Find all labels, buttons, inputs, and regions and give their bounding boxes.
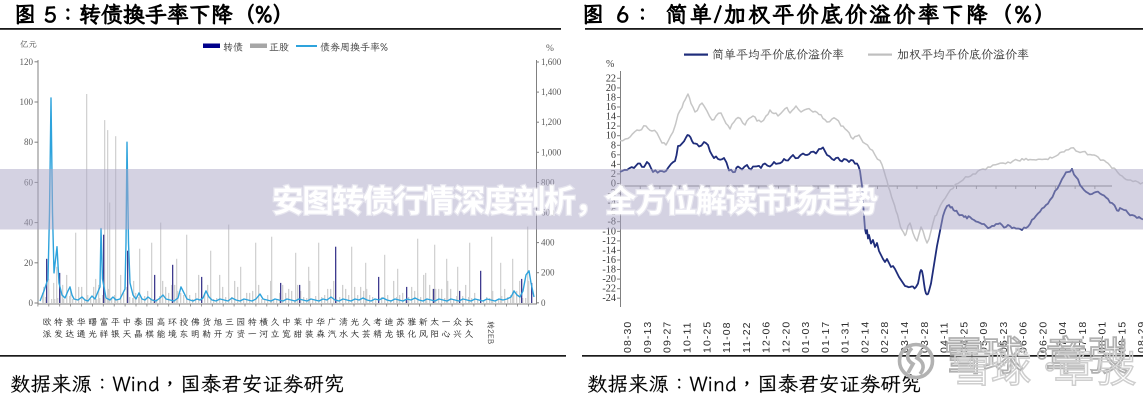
svg-text:02-28: 02-28: [879, 321, 891, 353]
svg-text:07-18: 07-18: [1077, 321, 1089, 353]
svg-text:120: 120: [20, 57, 34, 67]
svg-text:08-15: 08-15: [1117, 321, 1129, 353]
svg-text:-24: -24: [602, 293, 616, 304]
svg-text:01-03: 01-03: [800, 321, 812, 353]
svg-text:08-30: 08-30: [622, 321, 634, 353]
svg-text:4: 4: [611, 159, 616, 170]
svg-text:01-31: 01-31: [840, 321, 852, 353]
svg-text:-10: -10: [602, 226, 616, 237]
svg-text:8: 8: [611, 140, 616, 151]
svg-text:-18: -18: [602, 265, 616, 276]
svg-text:80: 80: [24, 137, 34, 147]
svg-text:09-27: 09-27: [662, 321, 674, 353]
svg-text:11-22: 11-22: [741, 321, 753, 353]
svg-text:-14: -14: [602, 245, 616, 256]
svg-text:-16: -16: [602, 255, 616, 266]
svg-text:1,400: 1,400: [541, 87, 562, 97]
svg-text:20: 20: [24, 258, 34, 268]
svg-text:14: 14: [606, 112, 616, 123]
svg-text:100: 100: [20, 97, 34, 107]
svg-text:%: %: [546, 44, 554, 54]
svg-text:20: 20: [606, 83, 616, 94]
svg-text:1,200: 1,200: [541, 117, 562, 127]
svg-text:%: %: [606, 59, 614, 70]
svg-text:-20: -20: [602, 274, 616, 285]
svg-text:05-23: 05-23: [998, 321, 1010, 353]
svg-text:08-29: 08-29: [1136, 321, 1143, 353]
svg-text:02-14: 02-14: [859, 321, 871, 353]
svg-text:6: 6: [611, 150, 616, 161]
svg-text:12-20: 12-20: [780, 321, 792, 353]
svg-text:11-08: 11-08: [721, 321, 733, 353]
svg-text:0: 0: [541, 298, 546, 308]
svg-text:-22: -22: [602, 284, 616, 295]
svg-text:-12: -12: [602, 236, 616, 247]
svg-text:18: 18: [606, 93, 616, 104]
svg-text:09-13: 09-13: [642, 321, 654, 353]
svg-text:10-25: 10-25: [701, 321, 713, 353]
svg-text:10: 10: [606, 131, 616, 142]
svg-text:12: 12: [606, 121, 616, 132]
svg-text:10-11: 10-11: [682, 321, 694, 353]
svg-text:01-17: 01-17: [820, 321, 832, 353]
svg-text:05-09: 05-09: [978, 321, 990, 353]
svg-text:0: 0: [29, 298, 34, 308]
svg-text:400: 400: [541, 238, 555, 248]
svg-text:200: 200: [541, 268, 555, 278]
svg-text:16: 16: [606, 102, 616, 113]
svg-text:06-20: 06-20: [1037, 321, 1049, 353]
svg-text:1,000: 1,000: [541, 147, 562, 157]
svg-text:1,600: 1,600: [541, 57, 562, 67]
svg-text:22: 22: [606, 73, 616, 84]
svg-text:12-06: 12-06: [761, 321, 773, 353]
